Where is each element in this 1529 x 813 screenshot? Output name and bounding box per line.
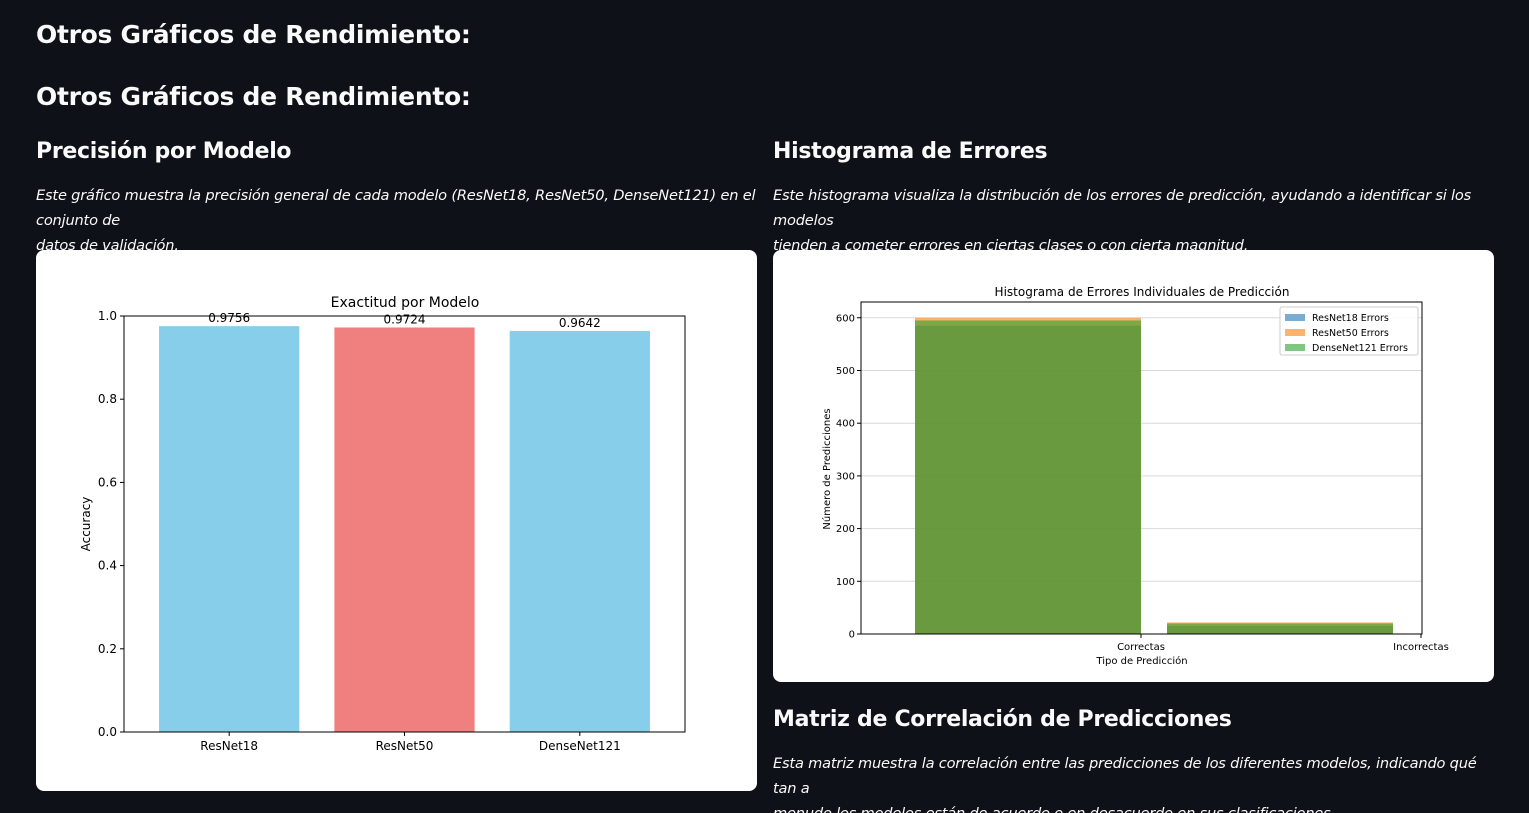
y-tick-label: 0.6 [98, 475, 117, 489]
correlation-heading: Matriz de Correlación de Predicciones [773, 707, 1232, 732]
x-tick-label: ResNet50 [376, 739, 434, 753]
bar-densenet121 [509, 330, 650, 732]
page-title: Otros Gráficos de Rendimiento: [36, 20, 471, 49]
histogram-description-line2: tienden a cometer errores en ciertas cla… [773, 237, 1249, 254]
legend-box [1279, 306, 1419, 356]
y-tick-label: 500 [836, 366, 855, 377]
histogram-description: Este histograma visualiza la distribució… [773, 183, 1503, 258]
bar-value-label: 0.9724 [384, 312, 426, 326]
bar-resnet50 [334, 327, 475, 732]
y-tick-label: 600 [836, 313, 855, 324]
bar-value-label: 0.9642 [559, 316, 601, 330]
y-tick-label: 0 [849, 630, 855, 641]
y-axis-label: Accuracy [79, 497, 93, 552]
accuracy-description: Este gráfico muestra la precisión genera… [36, 183, 766, 258]
page-subtitle: Otros Gráficos de Rendimiento: [36, 82, 471, 111]
legend-label: ResNet50 Errors [1312, 328, 1389, 339]
y-tick-label: 0.2 [98, 642, 117, 656]
plot-frame [123, 315, 686, 733]
y-tick-label: 100 [836, 577, 855, 588]
x-tick-label: Incorrectas [1393, 642, 1449, 653]
correlation-description-line1: Esta matriz muestra la correlación entre… [773, 755, 1477, 797]
x-tick-label: Correctas [1117, 642, 1165, 653]
x-tick-label: DenseNet121 [539, 739, 621, 753]
chart-title: Histograma de Errores Individuales de Pr… [995, 285, 1290, 299]
y-tick-label: 300 [836, 471, 855, 482]
bar-densenet121-errors-correctas [915, 320, 1141, 634]
bar-value-label: 0.9756 [208, 311, 250, 325]
y-tick-label: 0.8 [98, 392, 117, 406]
y-tick-label: 1.0 [98, 309, 117, 323]
accuracy-bar-chart: Exactitud por Modelo Accuracy 0.9756 ResN… [79, 295, 686, 753]
bar-resnet18 [159, 326, 300, 732]
y-tick-label: 0.4 [98, 559, 117, 573]
legend-swatch [1285, 344, 1305, 351]
chart-title: Exactitud por Modelo [331, 295, 480, 311]
y-tick-label: 400 [836, 419, 855, 430]
y-tick-label: 0.0 [98, 725, 117, 739]
error-histogram-chart: Histograma de Errores Individuales de Pr… [821, 285, 1449, 667]
histogram-heading: Histograma de Errores [773, 139, 1048, 164]
x-tick-label: ResNet18 [200, 739, 258, 753]
histogram-description-line1: Este histograma visualiza la distribució… [773, 187, 1472, 229]
legend-label: DenseNet121 Errors [1312, 343, 1408, 354]
legend-label: ResNet18 Errors [1312, 313, 1389, 324]
y-tick-label: 200 [836, 524, 855, 535]
accuracy-chart-card: Exactitud por Modelo Accuracy 0.9756 ResN… [36, 250, 757, 791]
correlation-description: Esta matriz muestra la correlación entre… [773, 751, 1503, 813]
histogram-chart-card: Histograma de Errores Individuales de Pr… [773, 250, 1494, 682]
bar-densenet121-errors-incorrectas [1167, 623, 1393, 634]
plot-frame [860, 301, 1423, 635]
legend-swatch [1285, 314, 1305, 321]
accuracy-heading: Precisión por Modelo [36, 139, 292, 164]
accuracy-description-line1: Este gráfico muestra la precisión genera… [36, 187, 756, 229]
legend-swatch [1285, 329, 1305, 336]
x-axis-label: Tipo de Predicción [1095, 655, 1187, 667]
accuracy-description-line2: datos de validación. [36, 237, 179, 254]
correlation-description-line2: menudo los modelos están de acuerdo o en… [773, 805, 1335, 813]
y-axis-label: Número de Predicciones [821, 408, 833, 529]
